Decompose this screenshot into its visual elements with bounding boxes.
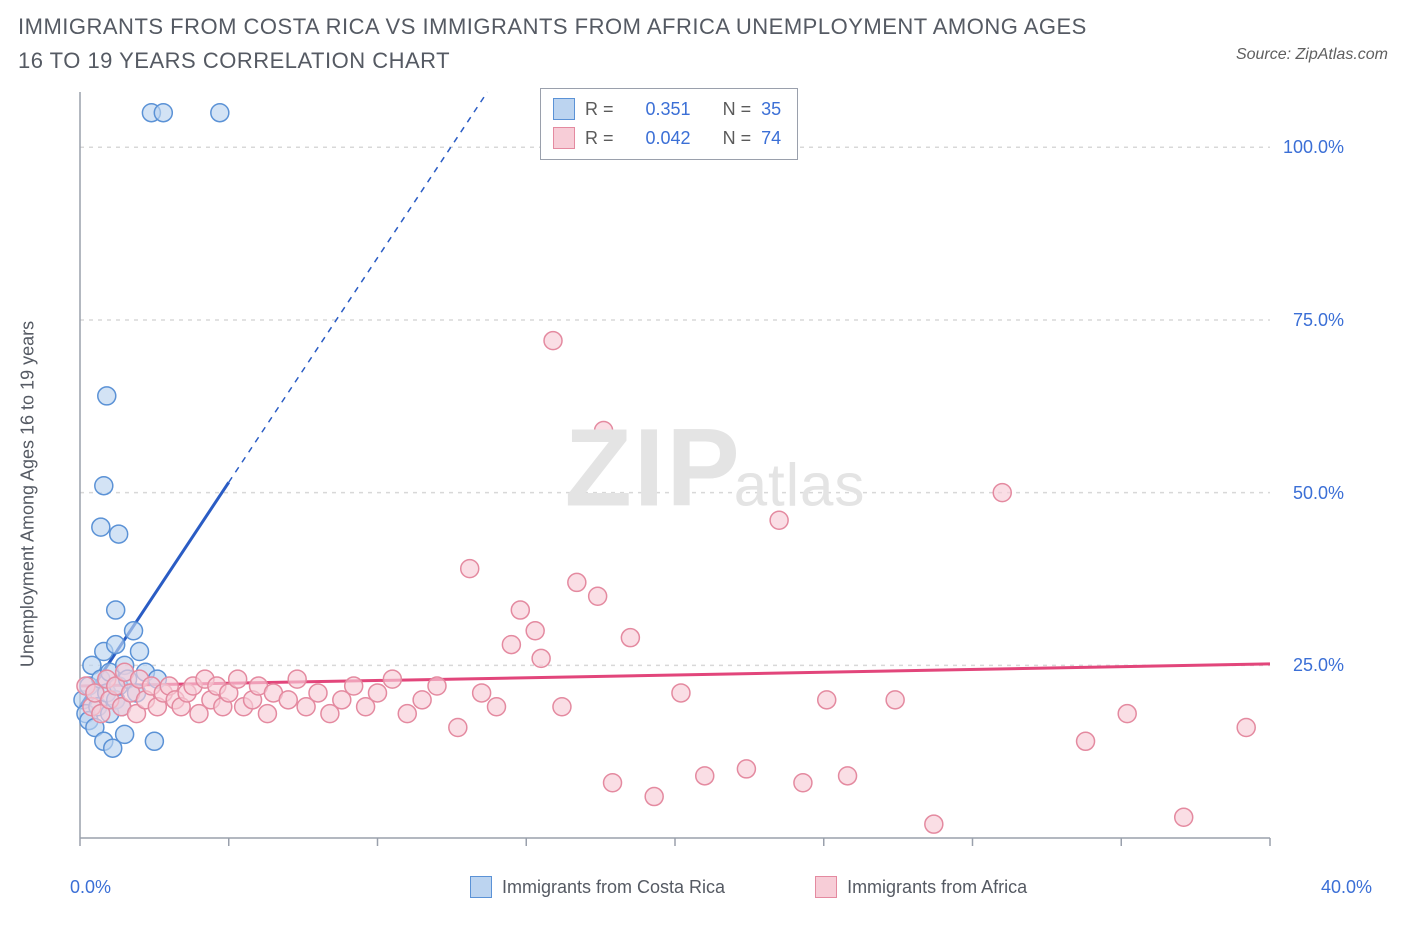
legend-swatch-icon (815, 876, 837, 898)
series-legend: Immigrants from Costa Rica Immigrants fr… (470, 876, 1027, 898)
scatter-svg (70, 88, 1360, 848)
n-value-africa: 74 (761, 124, 781, 153)
y-tick-label: 100.0% (1283, 137, 1344, 158)
chart-title: IMMIGRANTS FROM COSTA RICA VS IMMIGRANTS… (18, 10, 1118, 78)
legend-swatch-africa (553, 127, 575, 149)
legend-label: Immigrants from Africa (847, 877, 1027, 898)
legend-swatch-icon (470, 876, 492, 898)
y-tick-label: 75.0% (1293, 310, 1344, 331)
chart-container: Unemployment Among Ages 16 to 19 years Z… (40, 88, 1386, 900)
stats-legend-row-1: R = 0.351 N = 35 (553, 95, 781, 124)
x-axis-max-label: 40.0% (1321, 877, 1372, 898)
plot-area: ZIPatlas R = 0.351 N = 35 R = 0.042 N = … (70, 88, 1360, 848)
n-value-costa-rica: 35 (761, 95, 781, 124)
stats-legend-row-2: R = 0.042 N = 74 (553, 124, 781, 153)
x-axis-min-label: 0.0% (70, 877, 111, 898)
y-tick-label: 50.0% (1293, 483, 1344, 504)
y-axis-label: Unemployment Among Ages 16 to 19 years (18, 321, 39, 667)
legend-item-africa: Immigrants from Africa (815, 876, 1027, 898)
r-value-africa: 0.042 (646, 124, 691, 153)
y-tick-label: 25.0% (1293, 655, 1344, 676)
legend-swatch-costa-rica (553, 98, 575, 120)
stats-legend: R = 0.351 N = 35 R = 0.042 N = 74 (540, 88, 798, 160)
r-value-costa-rica: 0.351 (646, 95, 691, 124)
legend-label: Immigrants from Costa Rica (502, 877, 725, 898)
source-label: Source: ZipAtlas.com (1236, 46, 1388, 64)
legend-item-costa-rica: Immigrants from Costa Rica (470, 876, 725, 898)
